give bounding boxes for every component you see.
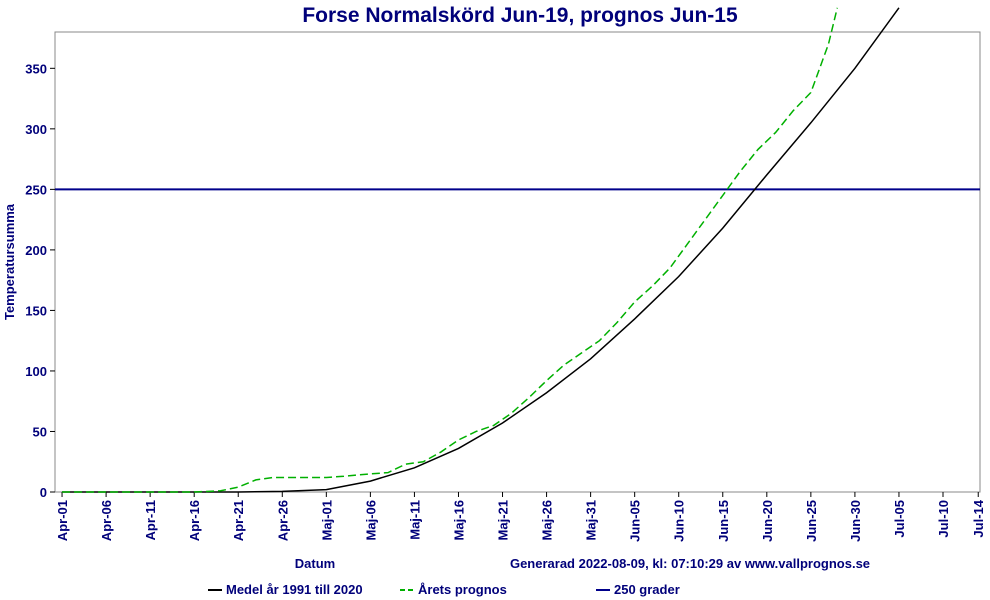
y-tick-label: 100 <box>25 364 47 379</box>
x-tick-label: Maj-21 <box>496 500 511 540</box>
x-tick-label: Maj-06 <box>363 500 378 540</box>
plot-area <box>54 31 981 493</box>
y-axis-label: Temperatursumma <box>2 203 17 320</box>
legend-label: Årets prognos <box>418 582 507 597</box>
y-tick-label: 150 <box>25 303 47 318</box>
x-tick-label: Maj-26 <box>540 500 555 540</box>
x-tick-label: Apr-11 <box>143 500 158 540</box>
chart-title: Forse Normalskörd Jun-19, prognos Jun-15 <box>302 4 738 27</box>
legend-label: 250 grader <box>614 582 680 597</box>
x-tick-label: Apr-26 <box>275 500 290 541</box>
x-tick-label: Maj-11 <box>407 500 422 540</box>
x-tick-label: Maj-31 <box>584 500 599 540</box>
y-tick-label: 0 <box>40 485 47 500</box>
x-tick-label: Jun-10 <box>672 500 687 542</box>
x-tick-label: Maj-16 <box>451 500 466 540</box>
y-tick-label: 200 <box>25 243 47 258</box>
x-tick-label: Jul-10 <box>936 500 951 538</box>
x-axis-label: Datum <box>295 556 335 571</box>
legend-label: Medel år 1991 till 2020 <box>226 582 363 597</box>
x-tick-label: Jun-25 <box>804 500 819 542</box>
x-tick-label: Jul-05 <box>892 500 907 538</box>
y-tick-label: 250 <box>25 182 47 197</box>
x-tick-label: Jun-05 <box>628 500 643 542</box>
x-tick-label: Jun-15 <box>716 500 731 542</box>
x-tick-label: Jun-30 <box>848 500 863 542</box>
series-line <box>62 7 839 493</box>
x-tick-label: Apr-21 <box>231 500 246 541</box>
x-tick-label: Maj-01 <box>319 500 334 540</box>
x-tick-label: Apr-01 <box>55 500 70 541</box>
note: Generarad 2022-08-09, kl: 07:10:29 av ww… <box>510 556 870 571</box>
x-tick-label: Jun-20 <box>760 500 775 542</box>
x-tick-label: Jul-14 <box>971 499 986 537</box>
y-tick-label: 300 <box>25 122 47 137</box>
y-tick-label: 350 <box>25 61 47 76</box>
x-tick-label: Apr-16 <box>187 500 202 541</box>
x-tick-label: Apr-06 <box>99 500 114 541</box>
y-tick-label: 50 <box>33 424 47 439</box>
